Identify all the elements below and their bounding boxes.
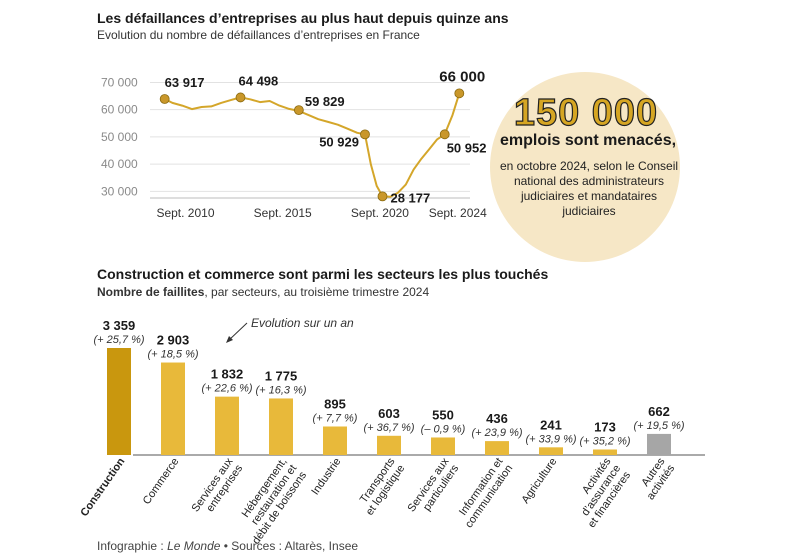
- bar-value-label: 1 832: [211, 367, 244, 382]
- line-x-tick-label: Sept. 2015: [254, 206, 312, 220]
- bar-category-label: Information etcommunication: [453, 456, 515, 530]
- callout-number: 150 000: [513, 91, 659, 134]
- line-annotation-dot: [293, 105, 304, 116]
- line-annotation-dot: [360, 129, 370, 140]
- bar-category-label: Transportset logistique: [354, 455, 408, 517]
- footer-source-name: Le Monde: [167, 539, 221, 553]
- bar-chart: 3 359(+ 25,7 %) Construction 2 903(+ 18,5 …: [78, 316, 705, 547]
- bar-category-label-line: Commerce: [141, 456, 182, 507]
- line-annotation-dot: [235, 92, 246, 103]
- bar-value-label: 662: [648, 404, 670, 419]
- bar-category-label-line: Construction: [78, 456, 127, 519]
- bar-category-label: Commerce: [141, 456, 182, 507]
- line-annotation-dot: [439, 129, 450, 140]
- bar-change-label: (+ 25,7 %): [93, 334, 144, 346]
- line-y-tick-label: 50 000: [101, 130, 138, 144]
- bar-category-label: Industrie: [309, 456, 343, 497]
- bar-chart-subtitle-rest: , par secteurs, au troisième trimestre 2…: [204, 285, 430, 299]
- bar-category-label: Agriculture: [519, 456, 559, 506]
- line-chart: 70 000 60 000 50 000 40 000 30 000 Sept. 2010…: [101, 68, 487, 220]
- footer-credit: Infographie : Le Monde • Sources : Altar…: [97, 539, 358, 553]
- line-chart-subtitle: Evolution du nombre de défaillances d’en…: [97, 28, 420, 42]
- bar-value-label: 603: [378, 406, 400, 421]
- line-chart-title: Les défaillances d’entreprises au plus h…: [97, 10, 509, 26]
- line-annotation-dot: [159, 94, 170, 104]
- bar-value-label: 436: [486, 411, 508, 426]
- line-annotation-label: 64 498: [239, 73, 279, 88]
- bar-change-label: (+ 18,5 %): [147, 349, 198, 361]
- callout-circle: [490, 72, 680, 262]
- bar-change-label: (+ 36,7 %): [363, 422, 414, 434]
- bar-change-label: (+ 16,3 %): [255, 384, 306, 396]
- line-x-tick-label: Sept. 2024: [429, 206, 487, 220]
- evolution-note: Evolution sur un an: [251, 316, 354, 330]
- bar: [647, 433, 671, 455]
- bar-value-label: 550: [432, 407, 454, 422]
- line-x-tick-label: Sept. 2010: [156, 206, 214, 220]
- bar-change-label: (+ 33,9 %): [525, 433, 576, 445]
- bar-change-label: (– 0,9 %): [421, 423, 466, 435]
- bar: [323, 426, 347, 455]
- bar-category-label-line: Industrie: [309, 456, 343, 497]
- bar: [431, 437, 455, 455]
- bar: [161, 362, 185, 455]
- bar-change-label: (+ 22,6 %): [201, 383, 252, 395]
- bar-category-label: Construction: [78, 456, 127, 519]
- bar-chart-title: Construction et commerce sont parmi les …: [97, 266, 549, 282]
- line-y-tick-label: 60 000: [101, 103, 138, 117]
- bar-value-label: 1 775: [265, 368, 298, 383]
- line-y-tick-label: 30 000: [101, 184, 138, 198]
- bar-category-label-line: Agriculture: [519, 456, 559, 506]
- line-annotation-dot: [377, 191, 388, 202]
- line-annotation-label: 50 929: [319, 134, 359, 149]
- bar: [539, 447, 563, 455]
- line-series: [164, 93, 461, 198]
- bar-value-label: 241: [540, 417, 562, 432]
- bar-category-label: Activitésd’assuranceet financières: [566, 455, 633, 530]
- footer-suffix: • Sources : Altarès, Insee: [220, 539, 359, 553]
- bar-chart-subtitle: Nombre de faillites, par secteurs, au tr…: [97, 285, 429, 299]
- bar: [215, 396, 239, 455]
- bar-value-label: 3 359: [103, 318, 136, 333]
- bar: [269, 398, 293, 455]
- bar-chart-subtitle-bold: Nombre de faillites: [97, 285, 205, 299]
- line-annotation-label: 66 000: [439, 68, 485, 85]
- callout-text: en octobre 2024, selon le Conseil nation…: [499, 159, 679, 218]
- callout-headline: emplois sont menacés,: [499, 132, 677, 149]
- bar: [593, 449, 617, 455]
- bar: [107, 348, 131, 455]
- line-annotation-dot: [454, 88, 465, 99]
- bar-change-label: (+ 23,9 %): [471, 427, 522, 439]
- evolution-note-arrowhead: [226, 336, 233, 343]
- footer-prefix: Infographie :: [97, 539, 168, 553]
- line-x-tick-label: Sept. 2020: [351, 206, 409, 220]
- line-annotation-label: 59 829: [305, 94, 345, 109]
- bar-change-label: (+ 7,7 %): [313, 412, 358, 424]
- line-annotation-label: 63 917: [165, 75, 205, 90]
- bar-category-label: Services auxparticuliers: [406, 455, 462, 521]
- bar-change-label: (+ 35,2 %): [579, 435, 630, 447]
- bar-category-label: Autresactivités: [635, 455, 678, 502]
- line-y-tick-label: 40 000: [101, 157, 138, 171]
- bar-value-label: 895: [324, 396, 346, 411]
- line-annotation-label: 28 177: [390, 190, 430, 205]
- bar-change-label: (+ 19,5 %): [633, 420, 684, 432]
- line-y-tick-label: 70 000: [101, 75, 138, 89]
- bar-value-label: 173: [594, 419, 616, 434]
- bar: [485, 441, 509, 455]
- evolution-note-arrow: [227, 322, 248, 342]
- bar-category-label: Services auxentreprises: [190, 455, 246, 521]
- line-annotation-label: 50 952: [447, 140, 487, 155]
- bar: [377, 435, 401, 455]
- bar-value-label: 2 903: [157, 333, 190, 348]
